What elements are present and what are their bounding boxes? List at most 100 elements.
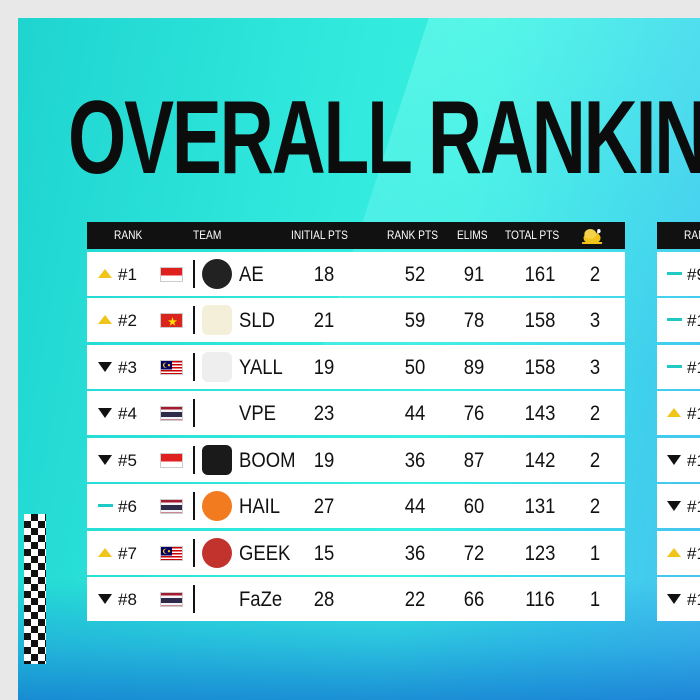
table-row: #4 VPE 23 44 76 143 2 (87, 391, 625, 435)
team-logo-icon (202, 491, 232, 521)
rank-cell: #3 (118, 357, 137, 377)
total-pts-cell: 142 (524, 448, 556, 472)
table-row: #2 SLD 21 59 78 158 3 (87, 298, 625, 342)
thailand-flag-icon (160, 592, 183, 607)
rank-pts-cell: 36 (404, 448, 426, 472)
header-rank-pts: RANK PTS (387, 228, 439, 242)
divider (193, 585, 195, 613)
table-row: #3 YALL 19 50 89 158 3 (87, 344, 625, 389)
indonesia-flag-icon (160, 452, 183, 468)
trend-down-icon (98, 361, 112, 372)
rank-cell: #16 (687, 590, 700, 609)
trend-same-icon (667, 271, 682, 275)
initial-pts-cell: 18 (313, 262, 335, 286)
rank-cell: #5 (118, 450, 137, 470)
trend-same-icon (98, 504, 113, 507)
total-pts-cell: 158 (524, 309, 556, 332)
elims-cell: 89 (463, 355, 485, 379)
chicken-dinners-cell: 1 (589, 541, 601, 565)
total-pts-cell: 116 (525, 588, 555, 611)
rankings-table-continued: RANK #9 #10 #11 #12 #13 #14 #15 #16 (657, 222, 700, 621)
rank-pts-cell: 52 (404, 262, 426, 286)
table-row: #9 (657, 251, 700, 296)
total-pts-cell: 158 (524, 355, 556, 379)
rank-cell: #10 (687, 311, 700, 330)
header-total-pts: TOTAL PTS (505, 228, 560, 242)
table-row: #11 (657, 344, 700, 389)
elims-cell: 91 (463, 262, 485, 286)
team-name: BOOM (239, 448, 296, 472)
team-logo-icon (202, 444, 232, 475)
team-name: HAIL (239, 495, 281, 518)
divider (193, 352, 195, 381)
elims-cell: 66 (463, 588, 485, 611)
trend-up-icon (98, 268, 112, 278)
elims-cell: 72 (463, 541, 485, 565)
rank-cell: #13 (687, 450, 700, 470)
trend-down-icon (667, 594, 681, 604)
team-logo-icon (202, 398, 232, 428)
rank-cell: #14 (687, 497, 700, 516)
rank-pts-cell: 22 (404, 588, 426, 611)
divider (193, 399, 195, 427)
rank-cell: #8 (118, 590, 137, 609)
vietnam-flag-icon (160, 313, 183, 328)
team-name: AE (239, 262, 264, 286)
rank-pts-cell: 59 (404, 309, 426, 332)
initial-pts-cell: 15 (313, 541, 335, 565)
trend-same-icon (667, 318, 682, 321)
trend-down-icon (98, 408, 112, 418)
checkered-decoration (24, 514, 46, 664)
table-row: #1 AE 18 52 91 161 2 (87, 251, 625, 296)
rank-cell: #11 (687, 357, 700, 377)
rank-pts-cell: 36 (404, 541, 426, 565)
team-logo-icon (202, 351, 232, 382)
rank-pts-cell: 50 (404, 355, 426, 379)
header-rank: RANK (114, 228, 143, 242)
divider (193, 259, 195, 288)
rank-cell: #12 (687, 404, 700, 423)
malaysia-flag-icon (160, 359, 183, 375)
rank-pts-cell: 44 (404, 402, 426, 425)
trend-same-icon (667, 364, 682, 368)
rank-cell: #7 (118, 543, 137, 563)
rank-pts-cell: 44 (404, 495, 426, 518)
table-row: #15 (657, 530, 700, 575)
divider (193, 445, 195, 474)
trend-up-icon (667, 547, 681, 557)
chicken-dinners-cell: 2 (589, 402, 601, 425)
table-row: #16 (657, 577, 700, 621)
divider (193, 492, 195, 520)
chicken-dinners-cell: 1 (589, 588, 601, 611)
header-team: TEAM (193, 228, 222, 242)
trend-down-icon (667, 454, 681, 465)
table-row: #10 (657, 298, 700, 342)
team-name: GEEK (239, 541, 291, 565)
trend-down-icon (98, 594, 112, 604)
rank-cell: #2 (118, 311, 137, 330)
team-name: YALL (239, 355, 283, 379)
elims-cell: 87 (463, 448, 485, 472)
table-header: RANK TEAM INITIAL PTS RANK PTS ELIMS TOT… (87, 222, 625, 249)
header-elims: ELIMS (457, 228, 488, 242)
elims-cell: 76 (463, 402, 485, 425)
elims-cell: 60 (463, 495, 485, 518)
team-logo-icon (202, 584, 232, 614)
team-name: VPE (239, 402, 276, 425)
team-name: SLD (239, 309, 275, 332)
trend-up-icon (98, 547, 112, 557)
chicken-dinners-cell: 2 (589, 448, 601, 472)
rank-cell: #9 (687, 264, 700, 284)
divider (193, 538, 195, 567)
table2-header: RANK (657, 222, 700, 249)
total-pts-cell: 123 (524, 541, 556, 565)
rank-cell: #15 (687, 543, 700, 563)
chicken-dinners-cell: 3 (589, 355, 601, 379)
chicken-dinners-cell: 2 (589, 495, 601, 518)
divider (193, 306, 195, 334)
table-row: #14 (657, 484, 700, 528)
team-logo-icon (202, 537, 232, 568)
rankings-table: RANK TEAM INITIAL PTS RANK PTS ELIMS TOT… (87, 222, 625, 621)
chicken-dinners-cell: 3 (589, 309, 601, 332)
chicken-dinner-icon (581, 225, 603, 248)
